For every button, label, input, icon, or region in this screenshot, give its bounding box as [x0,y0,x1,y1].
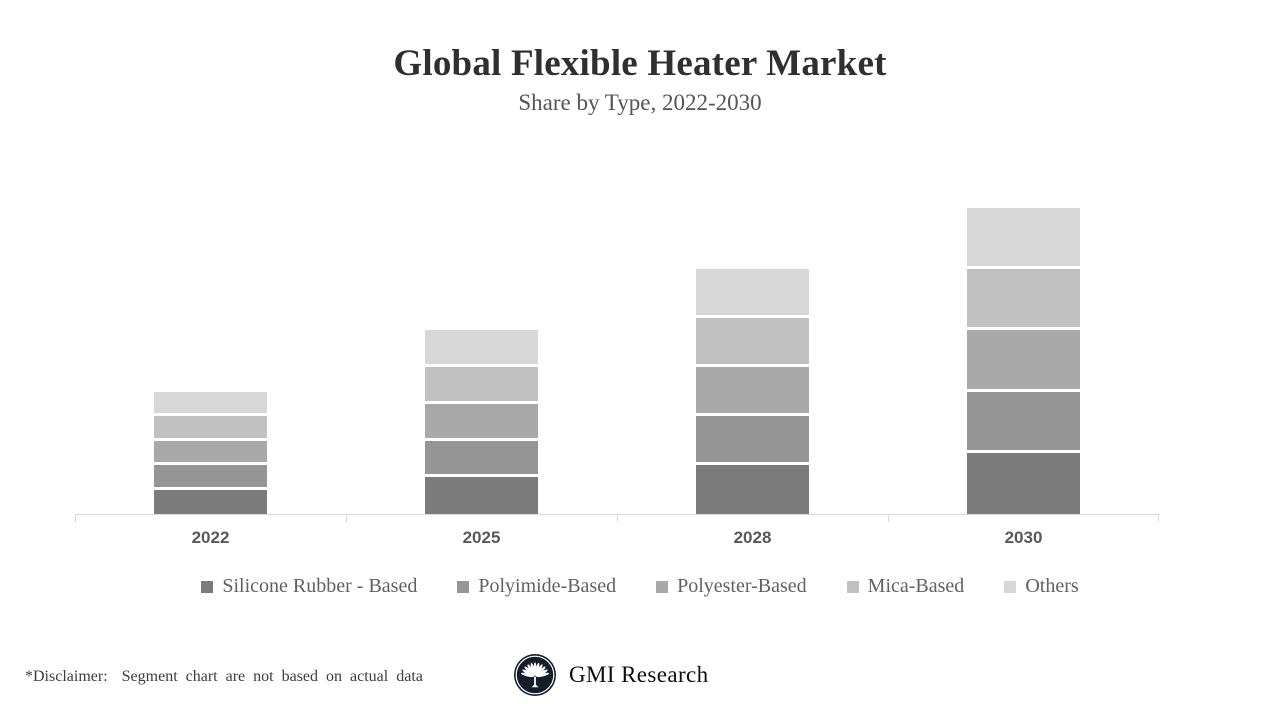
x-axis-label-2022: 2022 [191,528,230,547]
stacked-bar-2025 [425,330,538,514]
x-axis-label-2030: 2030 [1004,528,1043,547]
category-slot-2025 [346,330,617,514]
bar-segment-2028 [696,269,809,318]
legend-swatch [201,580,214,593]
legend-item: Others [1004,575,1079,598]
legend-swatch [1004,580,1017,593]
bar-segment-2025 [425,403,538,441]
axis-tick [1158,515,1159,522]
bar-segment-2022 [154,489,267,514]
legend-label: Polyester-Based [677,575,807,597]
legend-label: Polyimide-Based [478,575,617,597]
disclaimer: *Disclaimer: Segment chart are not based … [25,668,423,686]
x-axis-ticks [75,515,1159,523]
brand-lockup: GMI Research [513,653,709,697]
bar-segment-2030 [967,452,1080,514]
chart-subtitle: Share by Type, 2022-2030 [518,89,762,115]
stacked-bar-2028 [696,269,809,514]
bar-segment-2030 [967,269,1080,331]
bar-segment-2028 [696,416,809,465]
axis-tick [617,515,618,522]
bar-segment-2030 [967,330,1080,392]
legend-item: Silicone Rubber - Based [201,575,417,598]
legend-swatch [457,580,470,593]
x-axis-label-2028: 2028 [733,528,772,547]
legend-label: Others [1025,575,1079,597]
bar-segment-2028 [696,318,809,367]
bar-segment-2030 [967,391,1080,453]
stacked-bar-2030 [967,207,1080,514]
bar-segment-2022 [154,391,267,416]
category-slot-2030 [888,207,1159,514]
legend-label: Silicone Rubber - Based [222,575,418,597]
bar-segment-2028 [696,367,809,416]
axis-tick [888,515,889,522]
legend-label: Mica-Based [867,575,965,597]
x-axis-labels: 2022 2025 2028 2030 [75,528,1159,548]
bar-segment-2022 [154,440,267,465]
bar-segment-2025 [425,367,538,404]
chart-header: Global Flexible Heater Market Share by T… [0,43,1280,116]
bar-segment-2028 [696,465,809,514]
disclaimer-label: *Disclaimer: [25,668,108,685]
plot-area [75,0,1159,515]
bar-segment-2025 [425,330,538,367]
axis-tick [75,515,76,522]
chart-title: Global Flexible Heater Market [393,43,887,84]
legend-item: Polyimide-Based [457,575,616,598]
category-slot-2028 [617,269,888,514]
legend-swatch [656,580,669,593]
bar-segment-2022 [154,416,267,441]
legend-item: Polyester-Based [656,575,807,598]
x-axis-label-2025: 2025 [462,528,501,547]
bar-segment-2025 [425,440,538,478]
disclaimer-text: Segment chart are not based on actual da… [121,668,423,685]
bar-segment-2022 [154,465,267,490]
chart-legend: Silicone Rubber - Based Polyimide-Based Po… [0,575,1280,598]
brand-name: GMI Research [569,662,709,687]
bar-segment-2025 [425,477,538,514]
axis-tick [346,515,347,522]
bar-segment-2030 [967,207,1080,269]
gmi-logo-icon [514,654,556,696]
legend-item: Mica-Based [846,575,965,598]
category-slot-2022 [75,391,346,514]
stacked-bar-2022 [154,391,267,514]
legend-swatch [846,580,859,593]
